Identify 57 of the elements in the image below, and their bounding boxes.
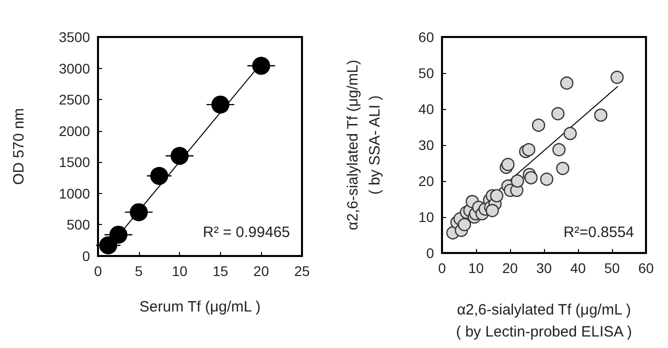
point bbox=[551, 107, 565, 120]
annotation: R²=0.8554 bbox=[564, 224, 634, 241]
point bbox=[524, 171, 538, 184]
y-tick-label: 3000 bbox=[58, 60, 90, 76]
y-tick-label: 2500 bbox=[58, 92, 90, 108]
annotation: R² = 0.99465 bbox=[202, 224, 290, 241]
x-tick-label: 30 bbox=[536, 260, 552, 276]
y-tick-label: 1000 bbox=[58, 185, 90, 202]
x-tick-label: 40 bbox=[570, 260, 586, 276]
point bbox=[532, 118, 546, 132]
point bbox=[170, 146, 189, 165]
point bbox=[552, 143, 566, 156]
y-tick-label: 500 bbox=[66, 216, 90, 233]
point bbox=[594, 108, 608, 122]
x-tick-label: 10 bbox=[172, 263, 188, 279]
point bbox=[99, 236, 118, 254]
y-tick-label: 0 bbox=[426, 245, 434, 261]
point bbox=[556, 162, 570, 175]
point bbox=[610, 70, 624, 84]
x-tick-label: 25 bbox=[294, 263, 310, 279]
x-tick-label: 10 bbox=[468, 260, 484, 276]
point bbox=[486, 204, 499, 218]
x-tick-label: 5 bbox=[134, 263, 143, 279]
point bbox=[560, 76, 574, 90]
point bbox=[109, 226, 128, 244]
point bbox=[211, 96, 230, 114]
x-tick-label: 20 bbox=[253, 263, 270, 279]
y-tick-label: 30 bbox=[418, 137, 434, 153]
x-tick-label: 0 bbox=[438, 260, 446, 276]
x-axis-title: α2,6-sialylated Tf (μg/mL ) ( by Lectin-probed ELISA ) bbox=[456, 302, 632, 340]
x-tick-label: 20 bbox=[502, 260, 518, 276]
point bbox=[130, 203, 148, 222]
x-tick-label: 0 bbox=[94, 263, 102, 279]
y-tick-label: 60 bbox=[418, 29, 434, 45]
x-axis-title: Serum Tf (μg/mL ) bbox=[139, 298, 261, 316]
y-tick-label: 0 bbox=[82, 248, 90, 264]
point bbox=[540, 172, 554, 186]
x-tick-label: 60 bbox=[638, 260, 654, 276]
y-tick-label: 3500 bbox=[58, 29, 90, 45]
point bbox=[458, 218, 472, 232]
point bbox=[522, 143, 536, 156]
point bbox=[490, 189, 504, 202]
y-tick-label: 10 bbox=[418, 209, 434, 225]
y-tick-label: 2000 bbox=[58, 122, 90, 139]
point bbox=[150, 166, 168, 185]
y-tick-label: 20 bbox=[418, 173, 434, 189]
point bbox=[564, 126, 577, 140]
point bbox=[510, 174, 524, 188]
x-tick-label: 50 bbox=[604, 260, 620, 276]
y-tick-label: 50 bbox=[418, 65, 434, 81]
point bbox=[252, 56, 270, 75]
y-tick-label: 1500 bbox=[58, 154, 90, 170]
y-tick-label: 40 bbox=[418, 101, 434, 117]
point bbox=[501, 158, 515, 172]
x-tick-label: 15 bbox=[212, 263, 228, 279]
y-axis-title: OD 570 nm bbox=[10, 108, 28, 185]
y-axis-title: α2,6-sialylated Tf (μg/mL) ( by SSA- ALI ) bbox=[344, 60, 384, 230]
